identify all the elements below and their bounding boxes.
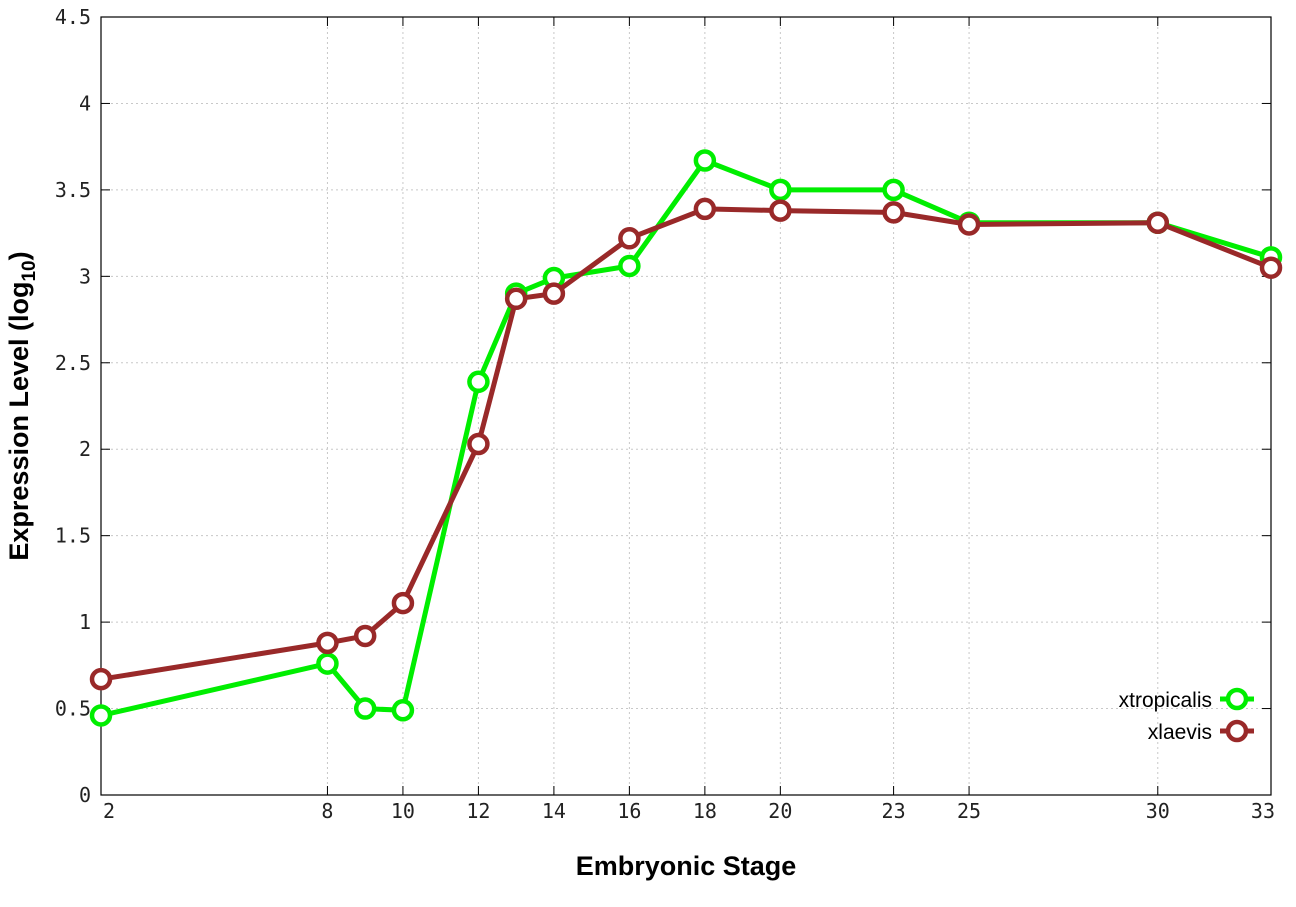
plot-frame <box>100 16 1272 796</box>
y-axis-title-main: Expression Level (log <box>4 282 34 561</box>
x-tick-label: 30 <box>1146 799 1170 823</box>
y-tick-label: 0.5 <box>55 697 91 721</box>
y-tick-label: 2 <box>79 437 91 461</box>
data-point-xlaevis <box>89 667 113 691</box>
y-tick-label: 4 <box>79 91 91 115</box>
y-tick-label: 0 <box>79 783 91 807</box>
x-tick-label: 16 <box>617 799 641 823</box>
legend-label: xtropicalis <box>1119 689 1212 712</box>
data-point-xlaevis <box>391 591 415 615</box>
data-point-xtropicalis <box>618 254 641 278</box>
data-point-xtropicalis <box>316 652 339 675</box>
y-axis-title: Expression Level (log10) <box>4 251 40 560</box>
x-tick-label: 2 <box>103 799 115 823</box>
data-point-xlaevis <box>769 199 792 222</box>
axis-ticks: 0 0.5 1 1.5 2 2.5 3 3.5 4 4.5 2 8 10 12 14 16 18 20 23 25 30… <box>55 5 1275 823</box>
x-tick-label: 14 <box>542 799 566 823</box>
x-tick-label: 25 <box>957 799 981 823</box>
data-point-xlaevis <box>542 282 566 305</box>
x-tick-label: 18 <box>693 799 717 823</box>
data-point-xlaevis <box>1259 256 1283 279</box>
data-point-xtropicalis <box>693 149 717 172</box>
data-point-xtropicalis <box>467 370 490 394</box>
x-tick-label: 12 <box>466 799 490 823</box>
data-point-xtropicalis <box>882 178 905 202</box>
legend-swatch-marker <box>1225 719 1249 743</box>
y-axis-title-subscript: 10 <box>19 260 40 281</box>
x-tick-label: 8 <box>321 799 333 823</box>
data-point-xlaevis <box>316 631 339 655</box>
data-point-xlaevis <box>504 287 528 311</box>
legend: xtropicalis xlaevis <box>1119 687 1254 744</box>
series-line-xlaevis <box>100 206 1272 682</box>
data-point-xlaevis <box>1146 211 1170 234</box>
data-point-xtropicalis <box>391 699 415 722</box>
x-tick-label: 20 <box>768 799 792 823</box>
grid <box>101 17 1271 795</box>
series-line-xtropicalis <box>100 158 1272 718</box>
y-tick-label: 2.5 <box>55 351 91 375</box>
x-tick-label: 10 <box>391 799 415 823</box>
series-group <box>89 149 1283 727</box>
data-point-xlaevis <box>693 197 717 221</box>
data-point-xlaevis <box>882 201 905 224</box>
y-tick-label: 1.5 <box>55 524 91 548</box>
y-tick-label: 1 <box>79 610 91 634</box>
data-point-xtropicalis <box>769 178 792 202</box>
data-point-xlaevis <box>618 227 641 250</box>
data-point-xtropicalis <box>353 697 377 720</box>
series-xlaevis <box>89 197 1283 691</box>
data-point-xlaevis <box>467 432 490 456</box>
y-tick-label: 4.5 <box>55 5 91 29</box>
data-point-xlaevis <box>353 624 377 648</box>
x-tick-label: 33 <box>1251 799 1275 823</box>
data-point-xtropicalis <box>89 704 113 727</box>
y-tick-label: 3.5 <box>55 178 91 202</box>
legend-label: xlaevis <box>1148 721 1212 744</box>
data-point-xlaevis <box>957 213 981 236</box>
series-xtropicalis <box>89 149 1283 727</box>
y-tick-label: 3 <box>79 264 91 288</box>
legend-item-xtropicalis: xtropicalis <box>1119 687 1254 712</box>
legend-item-xlaevis: xlaevis <box>1148 719 1254 744</box>
x-axis-title: Embryonic Stage <box>576 851 797 881</box>
legend-swatch-marker <box>1225 687 1249 711</box>
y-axis-title-close: ) <box>4 251 34 260</box>
x-tick-label: 23 <box>882 799 906 823</box>
